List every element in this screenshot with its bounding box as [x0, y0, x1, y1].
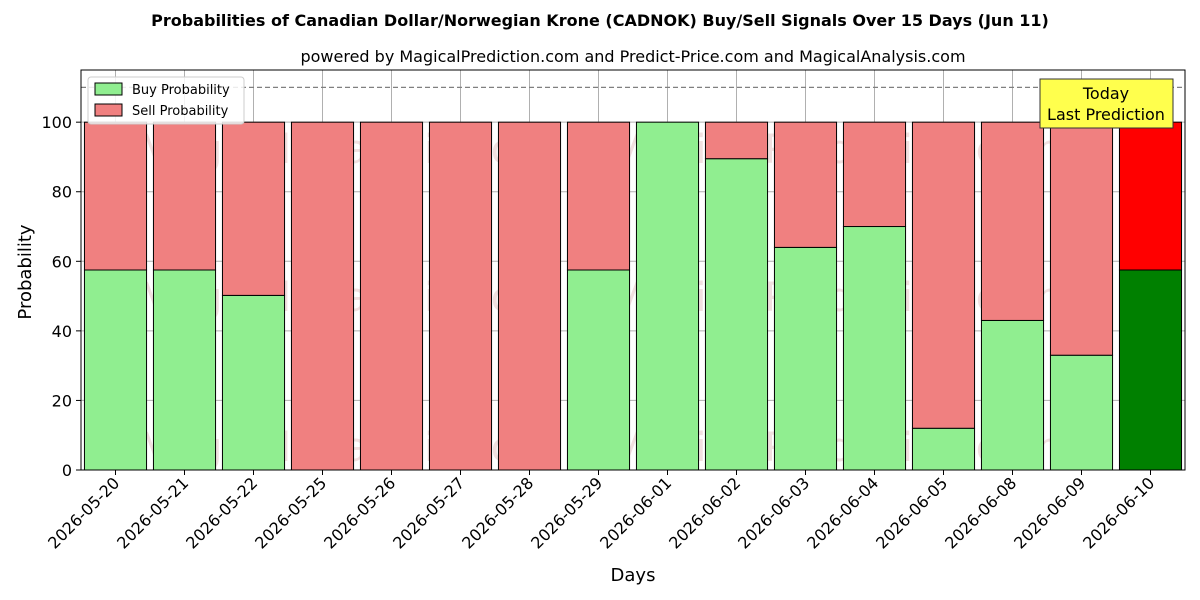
buy-bar [221, 294, 286, 471]
legend-box [87, 76, 245, 125]
sell-bar [290, 121, 355, 471]
buy-bar [980, 319, 1045, 471]
sell-bar [980, 121, 1045, 321]
buy-bar [566, 269, 631, 471]
buy-bar [83, 269, 148, 471]
sell-bar [497, 121, 562, 471]
y-tick-label: 20 [52, 391, 72, 410]
y-tick-label: 40 [52, 322, 72, 341]
annotation-box [1039, 78, 1174, 129]
x-tick-label: 2026-05-28 [458, 473, 537, 552]
x-tick-label: 2026-05-21 [113, 473, 192, 552]
x-tick-label: 2026-06-03 [734, 473, 813, 552]
sell-bar [152, 121, 217, 271]
x-axis-label: Days [611, 565, 656, 586]
sell-bar [221, 121, 286, 296]
x-tick-label: 2026-06-08 [941, 473, 1020, 552]
bars-layer [83, 121, 1183, 471]
y-tick-label: 80 [52, 183, 72, 202]
sell-bar [428, 121, 493, 471]
x-tick-label: 2026-06-04 [803, 473, 882, 552]
x-tick-label: 2026-05-29 [527, 473, 606, 552]
x-tick-label: 2026-05-26 [320, 473, 399, 552]
x-tick-label: 2026-06-05 [872, 473, 951, 552]
buy-bar [635, 121, 700, 471]
buy-bar [152, 269, 217, 471]
sell-bar [83, 121, 148, 271]
today-annotation: Today Last Prediction [1039, 78, 1174, 129]
y-tick-label: 60 [52, 252, 72, 271]
chart-subtitle: powered by MagicalPrediction.com and Pre… [300, 47, 965, 66]
x-tick-label: 2026-06-09 [1010, 473, 1089, 552]
x-tick-label: 2026-05-27 [389, 473, 468, 552]
sell-bar [911, 121, 976, 429]
sell-bar [1118, 121, 1183, 271]
x-tick-label: 2026-06-10 [1079, 473, 1158, 552]
buy-bar [1118, 269, 1183, 471]
chart-title: Probabilities of Canadian Dollar/Norwegi… [151, 11, 1049, 30]
sell-bar [842, 121, 907, 228]
x-tick-label: 2026-06-01 [596, 473, 675, 552]
y-axis-label: Probability [15, 224, 36, 319]
legend-label-sell: Sell Probability [132, 104, 229, 119]
buy-bar [773, 246, 838, 471]
sell-bar [359, 121, 424, 471]
legend-swatch-buy [94, 82, 123, 96]
plot-frame [80, 69, 1186, 471]
x-tick-label: 2026-05-22 [182, 473, 261, 552]
legend-label-buy: Buy Probability [132, 83, 230, 98]
buy-bar [842, 226, 907, 471]
annotation-line-2: Last Prediction [1047, 105, 1165, 124]
y-tick-label: 0 [62, 461, 72, 480]
buy-bar [704, 158, 769, 471]
x-tick-label: 2026-06-02 [665, 473, 744, 552]
sell-bar [773, 121, 838, 248]
buy-bar [911, 427, 976, 471]
sell-bar [704, 121, 769, 160]
x-tick-label: 2026-05-25 [251, 473, 330, 552]
buy-bar [1049, 354, 1114, 471]
sell-bar [1049, 121, 1114, 356]
legend: Buy Probability Sell Probability [87, 76, 245, 125]
sell-bar [566, 121, 631, 271]
annotation-line-1: Today [1082, 84, 1129, 103]
x-tick-label: 2026-05-20 [44, 473, 123, 552]
y-tick-label: 100 [41, 113, 72, 132]
legend-swatch-sell [94, 103, 123, 117]
